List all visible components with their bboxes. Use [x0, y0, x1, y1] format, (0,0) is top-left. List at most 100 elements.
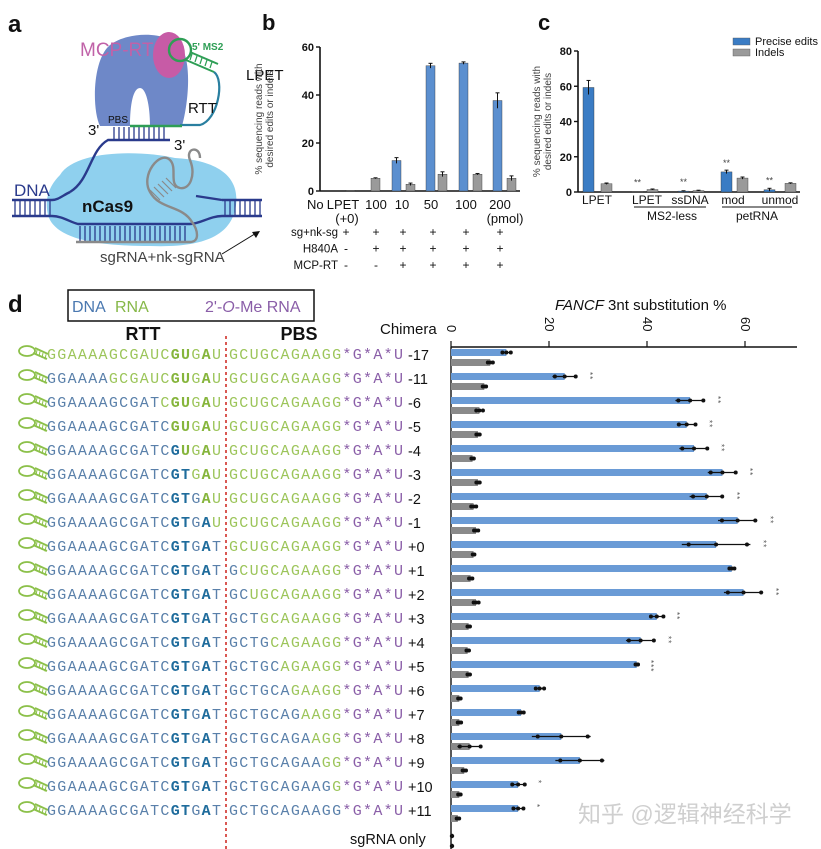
hairpin-rung: [38, 687, 41, 693]
y-axis-label-line: desired edits or indels: [543, 73, 554, 170]
label-rtt: RTT: [188, 100, 217, 117]
data-point: [477, 432, 482, 437]
condition-label: sg+nk-sg: [291, 227, 338, 239]
hairpin-rung: [44, 570, 47, 576]
data-point: [500, 350, 505, 355]
hairpin-stem: [32, 803, 49, 816]
nucleotide-segment: AAGG: [301, 707, 341, 724]
significance-marker: **: [680, 177, 688, 187]
hairpin-rung: [41, 424, 44, 431]
x-tick-label: LPET: [327, 197, 360, 212]
condition-value: +: [399, 225, 406, 239]
hairpin-stem: [32, 587, 49, 600]
data-point: [466, 648, 471, 653]
hairpin-rung: [41, 568, 44, 575]
hairpin-icon: [18, 417, 49, 432]
hairpin-rung: [41, 496, 44, 503]
pbs-sequence: GCUGCAGAAGG*G*A*U: [229, 395, 403, 412]
y-axis-label: % sequencing reads withdesired edits or …: [532, 66, 554, 177]
bar: [451, 503, 474, 510]
hairpin-icon: [18, 513, 49, 528]
category-label: +8: [408, 732, 425, 748]
nucleotide-legend: DNA RNA 2'-O-Me RNA: [67, 289, 315, 322]
schematic-diagram: MCP-RT 5' MS2 LPET RTT PBS 3' 3' DNA nCa…: [12, 32, 284, 266]
x-tick-label: mod: [721, 193, 744, 207]
hairpin-rung: [38, 423, 41, 429]
data-point: [759, 590, 764, 595]
hairpin-rung: [41, 520, 44, 527]
base-pair: [194, 55, 198, 63]
hairpin-icon: [18, 753, 49, 768]
x-tick-label: (+0): [335, 211, 358, 226]
category-label: -17: [408, 348, 429, 364]
label-pbs: PBS: [108, 115, 128, 126]
group-label: MS2-less: [647, 209, 697, 223]
nucleotide-segment: T: [212, 755, 221, 772]
data-point: [692, 446, 697, 451]
x-tick-label: LPET: [582, 193, 613, 207]
nucleotide-segment: G: [191, 563, 200, 580]
hairpin-rung: [38, 711, 41, 717]
x-tick-label: 200: [489, 197, 511, 212]
hairpin-rung: [44, 762, 47, 768]
y-axis-label-line: desired edits or indels: [265, 70, 276, 167]
hairpin-rung: [38, 783, 41, 789]
base-pair: [161, 180, 173, 192]
base-pair: [204, 59, 208, 67]
nucleotide-segment: *G*A*U: [342, 347, 403, 364]
category-label: +1: [408, 564, 425, 580]
hairpin-stem: [32, 659, 49, 672]
pbs-sequence: GCTGCAGAAGG*G*A*U: [229, 683, 403, 700]
nucleotide-segment: GGAAAAGCGATC: [47, 491, 169, 508]
hairpin-icon: [18, 393, 49, 408]
hairpin-rung: [41, 616, 44, 623]
hairpin-rung: [41, 688, 44, 695]
data-point: [458, 792, 463, 797]
bar: [451, 719, 460, 726]
data-point: [691, 494, 696, 499]
nucleotide-segment: G: [191, 347, 200, 364]
x-tick-label: 60: [738, 317, 753, 331]
hairpin-rung: [41, 376, 44, 383]
significance-marker: ***: [646, 660, 655, 672]
hairpin-rung: [35, 493, 38, 500]
hairpin-rung: [38, 591, 41, 597]
arrow-head: [252, 231, 260, 238]
base-pair: [189, 53, 193, 61]
data-point: [654, 614, 659, 619]
data-point: [661, 614, 666, 619]
nucleotide-segment: T: [212, 563, 221, 580]
bar: [582, 87, 595, 193]
condition-value: -: [344, 258, 348, 272]
nucleotide-segment: U: [212, 443, 221, 460]
x-tick-label: ssDNA: [671, 193, 708, 207]
hairpin-stem: [32, 491, 49, 504]
chart-d: Chimera FANCF 3nt substitution % 0 20 40 60 -1…: [350, 297, 797, 849]
nucleotide-segment: *G*A*U: [342, 395, 403, 412]
nucleotide-segment: GT: [171, 635, 190, 652]
hairpin-loop: [18, 513, 36, 525]
x-tick-label: LPET: [632, 193, 663, 207]
data-point: [562, 374, 567, 379]
bar: [472, 173, 483, 192]
bar: [451, 805, 519, 812]
nucleotide-segment: *G*A*U: [342, 611, 403, 628]
bar: [451, 565, 732, 572]
nucleotide-segment: GCUGCAGAAGG: [229, 395, 341, 412]
sequence-row: GGAAAAGCGATCGTGAU GCUGCAGAAGG*G*A*U: [18, 465, 403, 484]
bar: [451, 623, 469, 630]
pbs-sequence: GCTGCAGAAGG*G*A*U: [229, 755, 403, 772]
data-point: [651, 638, 656, 643]
nucleotide-segment: GCUGCAGAAGG: [229, 467, 341, 484]
panel-letter-d: d: [8, 291, 23, 318]
rtt-sequence: GGAAAAGCGATCGTGAT: [47, 635, 221, 652]
hairpin-rung: [35, 685, 38, 692]
category-label: +11: [408, 804, 432, 820]
x-tick-label: 100: [455, 197, 477, 212]
base-pair: [199, 57, 203, 65]
x-tick-label: 20: [542, 317, 557, 331]
pbs-sequence: GCUGCAGAAGG*G*A*U: [229, 563, 403, 580]
data-point: [516, 782, 521, 787]
category-label: sgRNA only: [350, 832, 427, 848]
data-point: [708, 470, 713, 475]
